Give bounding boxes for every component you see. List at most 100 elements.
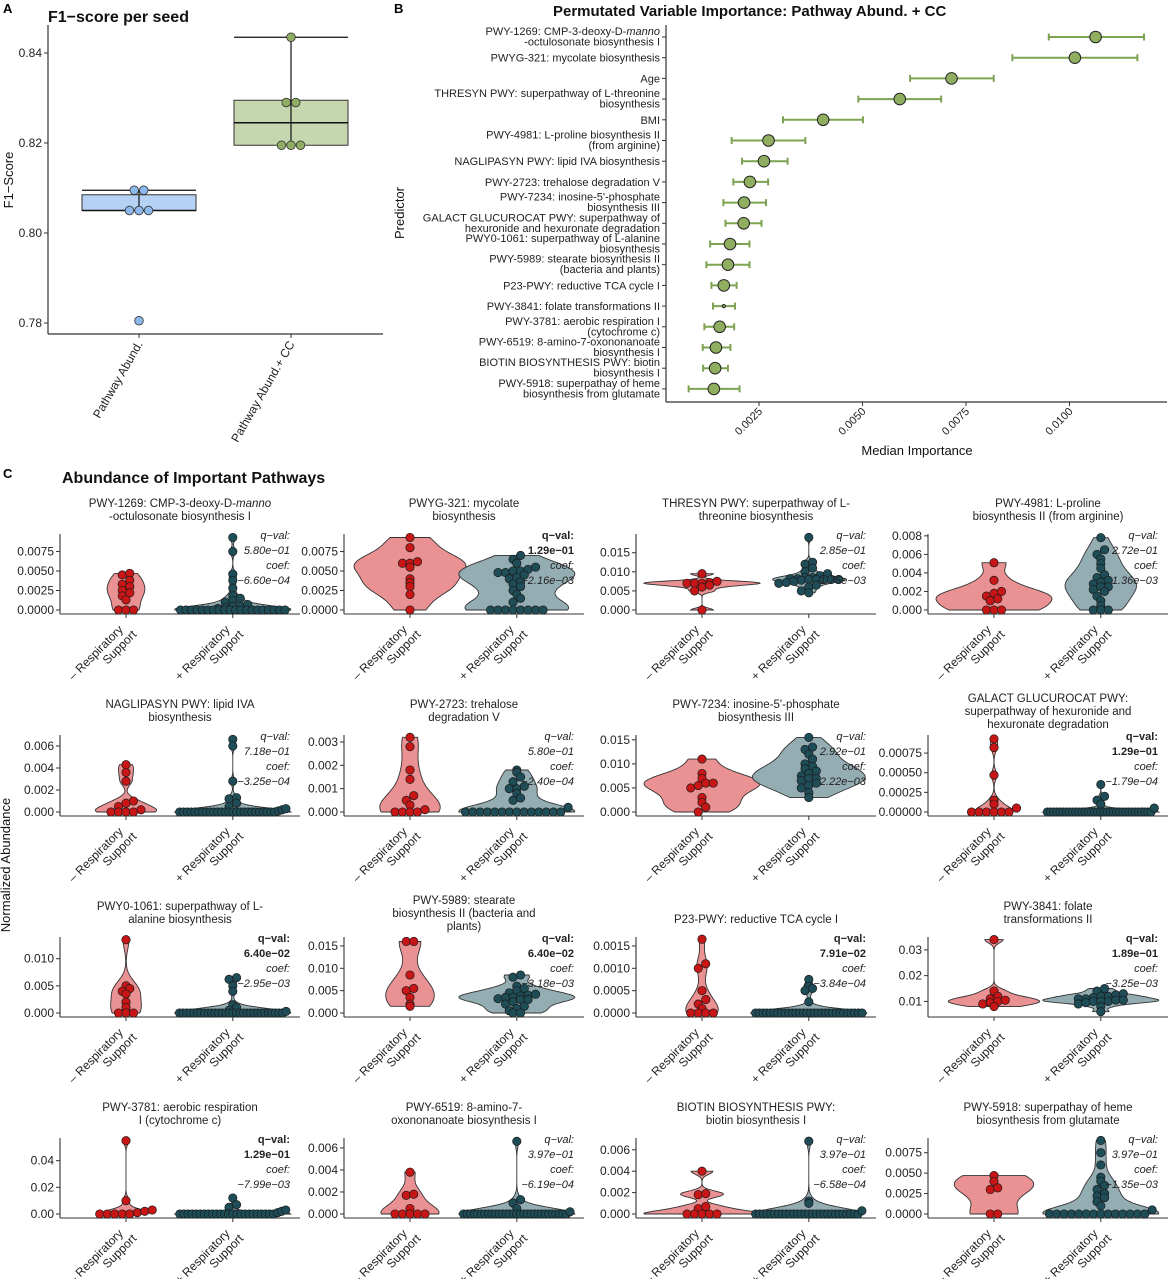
panel-title: superpathway of hexuronide and	[965, 706, 1132, 718]
q-val-label: q−val:	[544, 731, 574, 743]
y-tick-label: 0.80	[19, 226, 43, 240]
data-point-minus	[405, 1167, 415, 1177]
data-point-minus	[121, 989, 131, 999]
data-point-plus	[774, 578, 784, 588]
data-point-minus	[147, 1205, 157, 1215]
data-point-plus	[804, 574, 814, 584]
data-point-plus	[515, 605, 526, 615]
x-tick-label: – RespiratorySupport	[934, 618, 1008, 692]
data-point-plus	[228, 986, 238, 996]
data-point-plus	[1096, 1135, 1106, 1146]
data-point	[134, 205, 144, 216]
data-point-plus	[1096, 1007, 1106, 1017]
data-point-minus	[701, 995, 711, 1005]
data-point-minus	[697, 934, 707, 944]
coef-value: −1.79e−04	[1105, 776, 1158, 788]
data-point-plus	[530, 989, 541, 999]
data-point-minus	[121, 1008, 131, 1018]
panel-title: PWY-5989: stearate	[413, 895, 516, 907]
data-point-plus	[1100, 1193, 1110, 1203]
panel-title: PWY-6519: 8-amino-7-	[406, 1102, 523, 1114]
data-point-minus	[1011, 803, 1022, 813]
panel-title: alanine biosynthesis	[128, 914, 232, 926]
y-tick-label: 0.00025	[879, 785, 923, 799]
data-point-plus	[493, 994, 503, 1004]
panel-title: biosynthesis II (bacteria and	[392, 908, 535, 920]
coef-label: coef:	[550, 761, 574, 773]
data-point	[129, 185, 139, 195]
violin-minus	[953, 1175, 1035, 1215]
coef-value: −6.60e−04	[237, 575, 290, 587]
data-point-plus	[228, 741, 238, 751]
q-val-label: q−val:	[542, 933, 574, 945]
data-point-minus	[693, 963, 703, 973]
data-point-minus	[128, 796, 139, 806]
x-tick-label: + RespiratorySupport	[456, 1222, 531, 1279]
data-point-minus	[989, 734, 999, 744]
x-tick-label: Pathway Abund.	[90, 339, 145, 421]
data-point-plus	[804, 732, 814, 742]
data-point	[291, 97, 301, 108]
data-point-plus	[281, 804, 291, 814]
coef-label: coef:	[550, 1164, 574, 1176]
panel-title: degradation V	[428, 712, 500, 724]
median-point	[721, 258, 735, 272]
violin-panel: BIOTIN BIOSYNTHESIS PWY:biotin biosynthe…	[600, 1102, 876, 1279]
x-tick-label: + RespiratorySupport	[1040, 1222, 1115, 1279]
data-point	[295, 140, 306, 150]
data-point-minus	[701, 802, 711, 812]
data-point-minus	[985, 596, 995, 606]
coef-value: −7.99e−03	[237, 1179, 290, 1191]
data-point	[124, 205, 135, 216]
data-point-plus	[515, 1008, 526, 1018]
x-tick-label: + RespiratorySupport	[748, 1222, 823, 1279]
panel-title: THRESYN PWY: superpathway of L-	[662, 498, 850, 510]
predictor-label: PWY-2723: trehalose degradation V	[485, 177, 661, 189]
data-point-plus	[811, 580, 821, 590]
y-tick-label: 0.004	[892, 566, 922, 580]
data-point-minus	[128, 807, 139, 817]
y-tick-label: 0.004	[600, 1164, 630, 1178]
data-point-plus	[811, 778, 821, 788]
y-tick-label: 0.84	[19, 46, 43, 60]
panel-title: I (cytochrome c)	[139, 1115, 222, 1127]
data-point-minus	[405, 562, 415, 572]
data-point-plus	[508, 972, 518, 982]
y-tick-label: 0.000	[600, 805, 630, 819]
data-point-minus	[974, 807, 984, 817]
y-tick-label: 0.000	[24, 805, 54, 819]
y-axis-label: F1−Score	[1, 152, 16, 209]
data-point-plus	[834, 574, 844, 584]
data-point-minus	[412, 1209, 423, 1219]
data-point-minus	[701, 778, 711, 788]
x-tick-label: + RespiratorySupport	[456, 1021, 531, 1096]
data-point-minus	[95, 1209, 105, 1219]
data-point-minus	[686, 1008, 696, 1018]
x-tick-label: + RespiratorySupport	[1040, 618, 1115, 693]
data-point-minus	[682, 1209, 692, 1219]
q-val-value: 1.89e−01	[1112, 948, 1158, 960]
coef-value: −6.58e−04	[813, 1179, 866, 1191]
q-val-label: q−val:	[260, 731, 290, 743]
y-tick-label: 0.004	[24, 761, 54, 775]
q-val-value: 2.92e−01	[819, 746, 866, 758]
y-tick-label: 0.015	[600, 546, 630, 560]
data-point-plus	[1103, 605, 1113, 615]
x-tick-label: – RespiratorySupport	[642, 1021, 716, 1095]
q-val-label: q−val:	[1128, 1134, 1158, 1146]
median-point	[707, 382, 721, 396]
data-point-plus	[1147, 1205, 1157, 1215]
data-point-minus	[989, 935, 999, 945]
y-tick-label: 0.002	[600, 1186, 630, 1200]
data-point-minus	[697, 569, 707, 579]
data-point-minus	[993, 1209, 1003, 1219]
median-point	[708, 361, 722, 375]
data-point-plus	[232, 1200, 242, 1210]
y-tick-label: 0.0005	[593, 984, 630, 998]
data-point-minus	[981, 807, 992, 817]
q-val-value: 7.91e−02	[820, 948, 866, 960]
data-point-minus	[697, 605, 707, 615]
data-point-minus	[113, 1008, 124, 1018]
coef-value: −2.95e−03	[237, 978, 290, 990]
